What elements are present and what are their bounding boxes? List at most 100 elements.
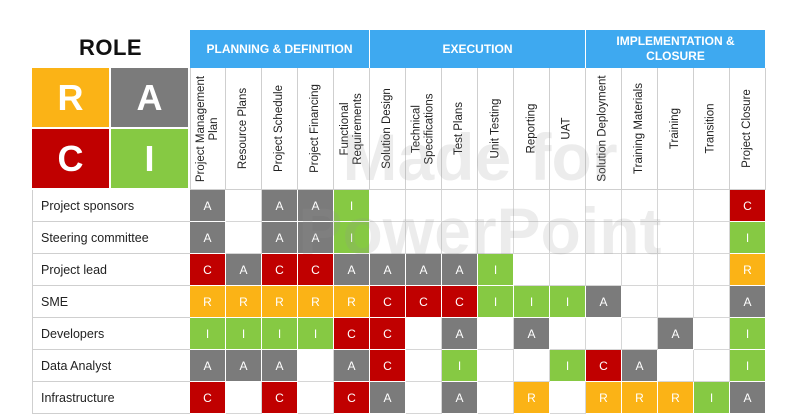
task-header-label: Training [669, 107, 681, 150]
task-header-label: Test Plans [453, 101, 465, 156]
role-row-label: Steering committee [32, 222, 190, 254]
raci-cell [478, 318, 514, 350]
raci-cell: A [514, 318, 550, 350]
raci-cell: R [262, 286, 298, 318]
raci-cell: C [370, 350, 406, 382]
task-header: UAT [550, 68, 586, 190]
raci-cell: R [730, 254, 766, 286]
raci-cell [658, 286, 694, 318]
raci-cell [226, 382, 262, 414]
raci-cell [586, 222, 622, 254]
role-row-label: Developers [32, 318, 190, 350]
raci-cell [694, 254, 730, 286]
task-header: Training Materials [622, 68, 658, 190]
raci-cell: I [334, 222, 370, 254]
raci-cell: I [550, 350, 586, 382]
raci-cell: A [370, 254, 406, 286]
raci-cell [694, 318, 730, 350]
task-header-label: Functional Requirements [338, 92, 364, 165]
raci-cell: C [334, 382, 370, 414]
raci-cell [622, 318, 658, 350]
raci-cell: A [622, 350, 658, 382]
raci-cell [514, 190, 550, 222]
phase-header: IMPLEMENTATION & CLOSURE [586, 30, 766, 68]
raci-cell: A [406, 254, 442, 286]
task-header-label: UAT [561, 117, 573, 140]
raci-cell: I [514, 286, 550, 318]
raci-cell: A [190, 190, 226, 222]
raci-cell [658, 190, 694, 222]
raci-cell: A [298, 190, 334, 222]
role-row-label: Project lead [32, 254, 190, 286]
raci-cell: A [190, 222, 226, 254]
raci-cell [550, 382, 586, 414]
raci-cell: A [730, 382, 766, 414]
raci-cell: A [334, 254, 370, 286]
task-header: Training [658, 68, 694, 190]
raci-cell: R [586, 382, 622, 414]
raci-cell [406, 190, 442, 222]
raci-cell: A [442, 318, 478, 350]
raci-cell: R [622, 382, 658, 414]
raci-cell [514, 222, 550, 254]
raci-cell [442, 222, 478, 254]
task-header-label: Resource Plans [237, 87, 249, 170]
raci-cell: I [334, 190, 370, 222]
raci-cell [694, 190, 730, 222]
raci-key-a: A [111, 68, 189, 128]
raci-key-r: R [32, 68, 110, 128]
raci-cell: I [442, 350, 478, 382]
raci-cell [622, 286, 658, 318]
raci-cell [370, 222, 406, 254]
raci-cell: A [262, 222, 298, 254]
task-header-label: Training Materials [633, 83, 645, 174]
raci-cell [298, 350, 334, 382]
raci-key-i: I [111, 129, 189, 189]
role-row-label: SME [32, 286, 190, 318]
raci-cell: I [694, 382, 730, 414]
raci-cell [694, 286, 730, 318]
task-header-label: Project Financing [309, 84, 322, 173]
raci-cell: R [226, 286, 262, 318]
task-header: Unit Testing [478, 68, 514, 190]
task-header-label: Solution Deployment [597, 75, 609, 182]
task-header-label: Project Closure [741, 89, 753, 168]
raci-cell [406, 350, 442, 382]
task-header-label: Project Schedule [273, 85, 286, 172]
raci-cell: C [262, 382, 298, 414]
raci-cell: I [730, 222, 766, 254]
raci-cell [694, 222, 730, 254]
task-header-label: Reporting [525, 103, 537, 154]
raci-cell [442, 190, 478, 222]
raci-cell: C [190, 254, 226, 286]
raci-cell: I [478, 254, 514, 286]
raci-cell: C [298, 254, 334, 286]
task-header: Project Management Plan [190, 68, 226, 190]
raci-cell: I [730, 350, 766, 382]
raci-cell: C [334, 318, 370, 350]
raci-cell: A [658, 318, 694, 350]
raci-cell: A [262, 190, 298, 222]
phase-header: EXECUTION [370, 30, 586, 68]
raci-cell: C [406, 286, 442, 318]
task-header: Functional Requirements [334, 68, 370, 190]
task-header: Transition [694, 68, 730, 190]
raci-cell [478, 350, 514, 382]
raci-cell: A [334, 350, 370, 382]
raci-cell [478, 382, 514, 414]
task-header: Technical Specifications [406, 68, 442, 190]
raci-cell [226, 190, 262, 222]
raci-cell [658, 254, 694, 286]
raci-cell [298, 382, 334, 414]
raci-cell: A [226, 254, 262, 286]
raci-cell [550, 254, 586, 286]
raci-cell: C [370, 286, 406, 318]
raci-cell [550, 318, 586, 350]
raci-cell: I [262, 318, 298, 350]
raci-cell [622, 222, 658, 254]
raci-cell [406, 382, 442, 414]
raci-cell [370, 190, 406, 222]
phase-header: PLANNING & DEFINITION [190, 30, 370, 68]
role-row-label: Infrastructure [32, 382, 190, 414]
task-header-label: Unit Testing [489, 98, 502, 159]
